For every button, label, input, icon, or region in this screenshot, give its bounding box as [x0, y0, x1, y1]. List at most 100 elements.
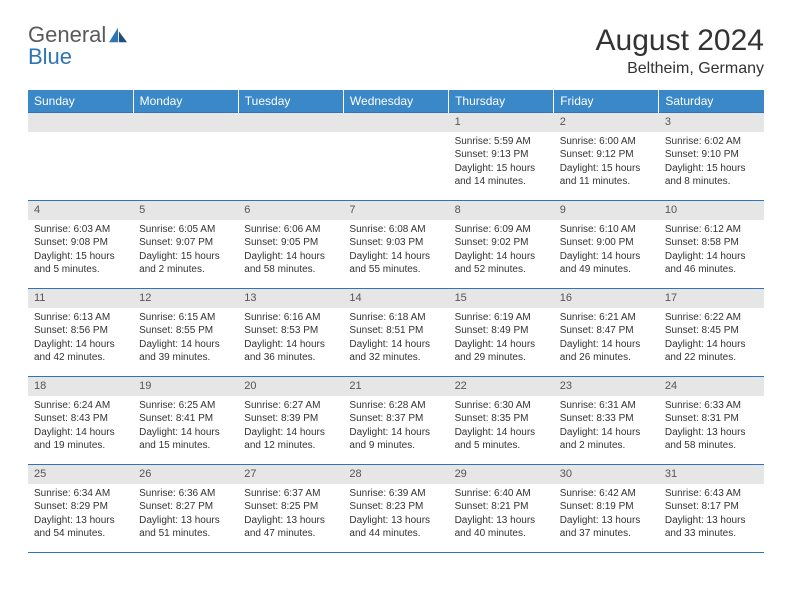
daylight-text: Daylight: 13 hours and 54 minutes. [34, 514, 127, 541]
day-cell: 2Sunrise: 6:00 AMSunset: 9:12 PMDaylight… [554, 113, 659, 201]
day-cell: 6Sunrise: 6:06 AMSunset: 9:05 PMDaylight… [238, 201, 343, 289]
day-number: 6 [238, 201, 343, 220]
day-cell: 21Sunrise: 6:28 AMSunset: 8:37 PMDayligh… [343, 377, 448, 465]
day-cell: 18Sunrise: 6:24 AMSunset: 8:43 PMDayligh… [28, 377, 133, 465]
daylight-text: Daylight: 14 hours and 22 minutes. [665, 338, 758, 365]
day-cell: 11Sunrise: 6:13 AMSunset: 8:56 PMDayligh… [28, 289, 133, 377]
day-number: 25 [28, 465, 133, 484]
day-number: 30 [554, 465, 659, 484]
day-number-empty [133, 113, 238, 132]
sunrise-text: Sunrise: 6:05 AM [139, 223, 232, 237]
day-number: 13 [238, 289, 343, 308]
day-cell: 7Sunrise: 6:08 AMSunset: 9:03 PMDaylight… [343, 201, 448, 289]
sunset-text: Sunset: 8:56 PM [34, 324, 127, 338]
daylight-text: Daylight: 13 hours and 40 minutes. [455, 514, 548, 541]
sunrise-text: Sunrise: 6:30 AM [455, 399, 548, 413]
daylight-text: Daylight: 14 hours and 58 minutes. [244, 250, 337, 277]
day-body: Sunrise: 6:33 AMSunset: 8:31 PMDaylight:… [659, 396, 764, 457]
sunset-text: Sunset: 9:05 PM [244, 236, 337, 250]
day-cell: 16Sunrise: 6:21 AMSunset: 8:47 PMDayligh… [554, 289, 659, 377]
day-cell: 19Sunrise: 6:25 AMSunset: 8:41 PMDayligh… [133, 377, 238, 465]
dayname-wednesday: Wednesday [343, 90, 448, 113]
day-cell: 14Sunrise: 6:18 AMSunset: 8:51 PMDayligh… [343, 289, 448, 377]
day-cell: 9Sunrise: 6:10 AMSunset: 9:00 PMDaylight… [554, 201, 659, 289]
logo: GeneralBlue [28, 24, 129, 68]
sunset-text: Sunset: 8:41 PM [139, 412, 232, 426]
day-number: 26 [133, 465, 238, 484]
day-number: 3 [659, 113, 764, 132]
day-cell [28, 113, 133, 201]
sunset-text: Sunset: 8:43 PM [34, 412, 127, 426]
logo-sail-icon [107, 26, 129, 44]
day-cell: 3Sunrise: 6:02 AMSunset: 9:10 PMDaylight… [659, 113, 764, 201]
sunrise-text: Sunrise: 6:42 AM [560, 487, 653, 501]
week-row: 18Sunrise: 6:24 AMSunset: 8:43 PMDayligh… [28, 377, 764, 465]
sunset-text: Sunset: 8:58 PM [665, 236, 758, 250]
sunrise-text: Sunrise: 6:21 AM [560, 311, 653, 325]
daylight-text: Daylight: 14 hours and 26 minutes. [560, 338, 653, 365]
day-cell: 20Sunrise: 6:27 AMSunset: 8:39 PMDayligh… [238, 377, 343, 465]
day-number: 23 [554, 377, 659, 396]
daylight-text: Daylight: 14 hours and 29 minutes. [455, 338, 548, 365]
day-number-empty [238, 113, 343, 132]
day-cell [133, 113, 238, 201]
day-body: Sunrise: 6:28 AMSunset: 8:37 PMDaylight:… [343, 396, 448, 457]
calendar-body: 1Sunrise: 5:59 AMSunset: 9:13 PMDaylight… [28, 113, 764, 553]
dayname-friday: Friday [554, 90, 659, 113]
day-number: 29 [449, 465, 554, 484]
day-cell: 8Sunrise: 6:09 AMSunset: 9:02 PMDaylight… [449, 201, 554, 289]
sunset-text: Sunset: 8:49 PM [455, 324, 548, 338]
sunrise-text: Sunrise: 6:06 AM [244, 223, 337, 237]
sunrise-text: Sunrise: 6:15 AM [139, 311, 232, 325]
day-number: 18 [28, 377, 133, 396]
daylight-text: Daylight: 14 hours and 52 minutes. [455, 250, 548, 277]
sunrise-text: Sunrise: 6:27 AM [244, 399, 337, 413]
dayname-thursday: Thursday [449, 90, 554, 113]
daylight-text: Daylight: 13 hours and 58 minutes. [665, 426, 758, 453]
day-body: Sunrise: 6:06 AMSunset: 9:05 PMDaylight:… [238, 220, 343, 281]
logo-text-blue: Blue [28, 44, 72, 69]
day-number: 17 [659, 289, 764, 308]
sunset-text: Sunset: 8:27 PM [139, 500, 232, 514]
day-body: Sunrise: 6:31 AMSunset: 8:33 PMDaylight:… [554, 396, 659, 457]
daylight-text: Daylight: 13 hours and 44 minutes. [349, 514, 442, 541]
sunrise-text: Sunrise: 6:31 AM [560, 399, 653, 413]
daylight-text: Daylight: 14 hours and 36 minutes. [244, 338, 337, 365]
day-body: Sunrise: 6:43 AMSunset: 8:17 PMDaylight:… [659, 484, 764, 545]
sunrise-text: Sunrise: 6:18 AM [349, 311, 442, 325]
daylight-text: Daylight: 14 hours and 55 minutes. [349, 250, 442, 277]
week-row: 11Sunrise: 6:13 AMSunset: 8:56 PMDayligh… [28, 289, 764, 377]
day-cell [343, 113, 448, 201]
day-number: 24 [659, 377, 764, 396]
daylight-text: Daylight: 14 hours and 9 minutes. [349, 426, 442, 453]
day-number: 1 [449, 113, 554, 132]
day-cell: 15Sunrise: 6:19 AMSunset: 8:49 PMDayligh… [449, 289, 554, 377]
day-number: 31 [659, 465, 764, 484]
day-number: 11 [28, 289, 133, 308]
sunrise-text: Sunrise: 6:00 AM [560, 135, 653, 149]
sunset-text: Sunset: 8:53 PM [244, 324, 337, 338]
day-cell: 26Sunrise: 6:36 AMSunset: 8:27 PMDayligh… [133, 465, 238, 553]
dayname-tuesday: Tuesday [238, 90, 343, 113]
location: Beltheim, Germany [596, 60, 764, 78]
day-body: Sunrise: 6:36 AMSunset: 8:27 PMDaylight:… [133, 484, 238, 545]
day-number-empty [28, 113, 133, 132]
day-cell: 13Sunrise: 6:16 AMSunset: 8:53 PMDayligh… [238, 289, 343, 377]
sunrise-text: Sunrise: 6:43 AM [665, 487, 758, 501]
day-cell: 10Sunrise: 6:12 AMSunset: 8:58 PMDayligh… [659, 201, 764, 289]
sunrise-text: Sunrise: 6:10 AM [560, 223, 653, 237]
sunset-text: Sunset: 8:19 PM [560, 500, 653, 514]
day-number: 22 [449, 377, 554, 396]
day-body: Sunrise: 6:25 AMSunset: 8:41 PMDaylight:… [133, 396, 238, 457]
daylight-text: Daylight: 13 hours and 33 minutes. [665, 514, 758, 541]
week-row: 25Sunrise: 6:34 AMSunset: 8:29 PMDayligh… [28, 465, 764, 553]
day-cell: 23Sunrise: 6:31 AMSunset: 8:33 PMDayligh… [554, 377, 659, 465]
daylight-text: Daylight: 14 hours and 32 minutes. [349, 338, 442, 365]
sunrise-text: Sunrise: 6:22 AM [665, 311, 758, 325]
daylight-text: Daylight: 15 hours and 14 minutes. [455, 162, 548, 189]
title-block: August 2024 Beltheim, Germany [596, 24, 764, 78]
day-body: Sunrise: 6:08 AMSunset: 9:03 PMDaylight:… [343, 220, 448, 281]
daylight-text: Daylight: 15 hours and 2 minutes. [139, 250, 232, 277]
sunrise-text: Sunrise: 6:08 AM [349, 223, 442, 237]
sunset-text: Sunset: 9:03 PM [349, 236, 442, 250]
